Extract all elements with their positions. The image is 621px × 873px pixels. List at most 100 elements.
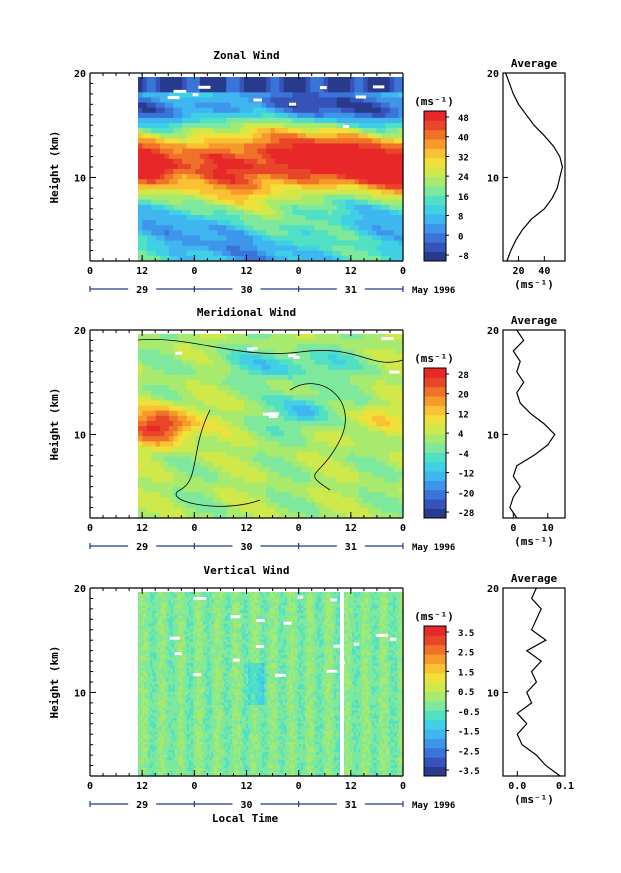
heatmap-cell	[155, 380, 161, 386]
heatmap-cell	[301, 431, 307, 437]
heatmap-cell	[319, 349, 325, 356]
heatmap-cell	[274, 466, 280, 473]
heatmap-cell	[323, 472, 329, 478]
heatmap-cell	[345, 461, 351, 468]
heatmap-cell	[354, 380, 360, 386]
heatmap-cell	[261, 502, 267, 509]
heatmap-cell	[336, 359, 342, 366]
heatmap-cell	[319, 255, 325, 262]
heatmap-cell	[314, 169, 320, 175]
heatmap-cell	[345, 194, 351, 201]
heatmap-cell	[213, 133, 219, 139]
heatmap-cell	[301, 436, 307, 442]
heatmap-cell	[257, 240, 263, 247]
heatmap-cell	[168, 199, 174, 206]
heatmap-cell	[314, 446, 320, 453]
heatmap-cell	[332, 492, 338, 499]
heatmap-cell	[270, 390, 276, 396]
heatmap-cell	[341, 497, 347, 504]
heatmap-cell	[186, 143, 192, 150]
heatmap-cell	[376, 179, 382, 185]
heatmap-cell	[288, 117, 294, 124]
heatmap-cell	[221, 390, 227, 396]
heatmap-cell	[274, 158, 280, 165]
heatmap-cell	[358, 128, 364, 134]
heatmap-cell	[380, 225, 386, 231]
heatmap-cell	[226, 349, 232, 356]
heatmap-cell	[191, 456, 197, 463]
heatmap-cell	[376, 112, 382, 119]
heatmap-cell	[398, 240, 404, 247]
heatmap-cell	[305, 82, 311, 88]
heatmap-cell	[186, 380, 192, 386]
heatmap-cell	[173, 209, 179, 216]
heatmap-cell	[385, 441, 391, 448]
heatmap-cell	[288, 225, 294, 231]
heatmap-cell	[144, 647, 147, 651]
heatmap-cell	[336, 461, 342, 468]
heatmap-cell	[336, 230, 342, 237]
heatmap-cell	[146, 344, 152, 350]
heatmap-cell	[204, 492, 210, 499]
heatmap-cell	[182, 143, 188, 150]
heatmap-cell	[138, 647, 141, 651]
heatmap-cell	[155, 390, 161, 396]
heatmap-cell	[142, 592, 145, 596]
heatmap-cell	[213, 250, 219, 257]
heatmap-cell	[288, 339, 294, 345]
heatmap-cell	[274, 385, 280, 391]
heatmap-cell	[244, 380, 250, 386]
heatmap-cell	[191, 369, 197, 376]
heatmap-cell	[138, 620, 141, 625]
heatmap-cell	[142, 431, 148, 437]
heatmap-cell	[160, 138, 166, 145]
heatmap-cell	[248, 199, 254, 206]
heatmap-cell	[372, 395, 378, 402]
heatmap-cell	[310, 225, 316, 231]
heatmap-cell	[261, 112, 267, 119]
heatmap-cell	[385, 492, 391, 499]
heatmap-cell	[142, 400, 148, 407]
heatmap-cell	[394, 148, 400, 155]
heatmap-cell	[221, 163, 227, 170]
heatmap-cell	[146, 597, 149, 601]
heatmap-cell	[213, 209, 219, 216]
heatmap-cell	[230, 158, 236, 165]
heatmap-cell	[208, 512, 214, 519]
heatmap-cell	[363, 456, 369, 463]
heatmap-cell	[142, 235, 148, 242]
heatmap-cell	[354, 143, 360, 150]
heatmap-cell	[160, 97, 166, 104]
heatmap-cell	[341, 215, 347, 221]
heatmap-cell	[310, 339, 316, 345]
heatmap-cell	[301, 456, 307, 463]
heatmap-cell	[142, 102, 148, 109]
heatmap-cell	[140, 744, 143, 748]
heatmap-cell	[146, 472, 152, 478]
heatmap-cell	[266, 344, 272, 350]
heatmap-cell	[266, 184, 272, 191]
heatmap-cell	[274, 507, 280, 514]
heatmap-cell	[191, 385, 197, 391]
heatmap-cell	[380, 189, 386, 196]
heatmap-cell	[305, 215, 311, 221]
heatmap-cell	[283, 451, 289, 458]
heatmap-cell	[380, 431, 386, 437]
heatmap-cell	[332, 339, 338, 345]
heatmap-cell	[230, 163, 236, 170]
heatmap-cell	[389, 235, 395, 242]
heatmap-cell	[323, 512, 329, 519]
heatmap-cell	[274, 209, 280, 216]
heatmap-cell	[191, 334, 197, 340]
heatmap-cell	[341, 199, 347, 206]
heatmap-cell	[155, 466, 161, 473]
heatmap-cell	[235, 209, 241, 216]
heatmap-cell	[314, 507, 320, 514]
heatmap-cell	[354, 446, 360, 453]
heatmap-cell	[217, 107, 223, 114]
heatmap-cell	[146, 702, 149, 706]
heatmap-cell	[367, 410, 373, 417]
heatmap-cell	[173, 204, 179, 211]
heatmap-cell	[266, 255, 272, 262]
heatmap-cell	[279, 255, 285, 262]
